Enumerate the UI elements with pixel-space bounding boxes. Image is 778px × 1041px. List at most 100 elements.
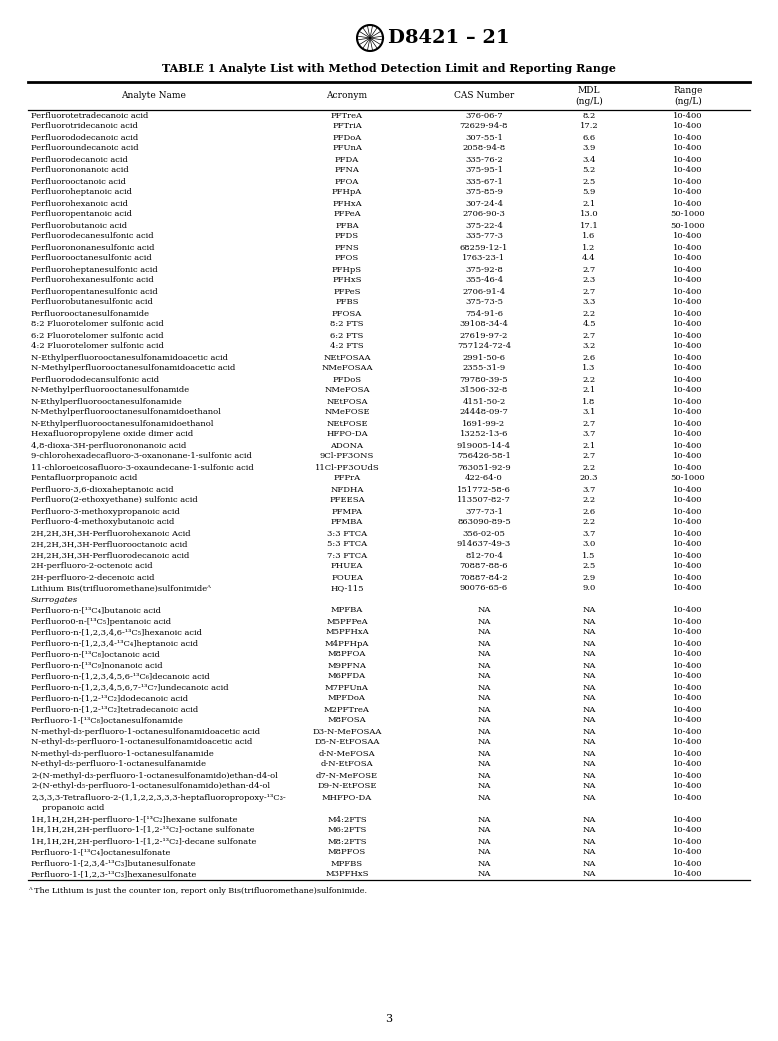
Text: 70887-84-2: 70887-84-2 (460, 574, 508, 582)
Text: NA: NA (582, 783, 596, 790)
Text: 1.5: 1.5 (582, 552, 596, 559)
Text: 11Cl-PF3OUdS: 11Cl-PF3OUdS (314, 463, 380, 472)
Text: 863090-89-5: 863090-89-5 (457, 518, 511, 527)
Text: 10-400: 10-400 (673, 617, 703, 626)
Text: PFNS: PFNS (335, 244, 359, 252)
Text: PFNA: PFNA (335, 167, 359, 175)
Text: M5PFHxA: M5PFHxA (325, 629, 369, 636)
Text: 10-400: 10-400 (673, 761, 703, 768)
Text: PFMBA: PFMBA (331, 518, 363, 527)
Text: 1H,1H,2H,2H-perfluoro-1-[1,2-¹³C₂]-decane sulfonate: 1H,1H,2H,2H-perfluoro-1-[1,2-¹³C₂]-decan… (31, 838, 257, 845)
Text: Perfluorohexanesulfonic acid: Perfluorohexanesulfonic acid (31, 277, 154, 284)
Text: 9Cl-PF3ONS: 9Cl-PF3ONS (320, 453, 374, 460)
Text: 1H,1H,2H,2H-perfluoro-1-[1,2-¹³C₂]-octane sulfonate: 1H,1H,2H,2H-perfluoro-1-[1,2-¹³C₂]-octan… (31, 827, 254, 835)
Text: 10-400: 10-400 (673, 309, 703, 318)
Text: PFUnA: PFUnA (332, 145, 362, 152)
Text: NA: NA (582, 651, 596, 659)
Text: 8.2: 8.2 (583, 111, 596, 120)
Text: 10-400: 10-400 (673, 155, 703, 163)
Text: 919005-14-4: 919005-14-4 (457, 441, 511, 450)
Text: PFBA: PFBA (335, 222, 359, 229)
Text: 1H,1H,2H,2H-perfluoro-1-[¹³C₂]hexane sulfonate: 1H,1H,2H,2H-perfluoro-1-[¹³C₂]hexane sul… (31, 815, 237, 823)
Text: 10-400: 10-400 (673, 453, 703, 460)
Text: NA: NA (478, 815, 491, 823)
Text: NA: NA (582, 761, 596, 768)
Text: D8421 – 21: D8421 – 21 (388, 29, 510, 47)
Text: N-Ethylperfluorooctanesulfonamidoethanol: N-Ethylperfluorooctanesulfonamidoethanol (31, 420, 215, 428)
Text: 10-400: 10-400 (673, 771, 703, 780)
Text: 377-73-1: 377-73-1 (465, 508, 503, 515)
Text: N-Methylperfluorooctanesulfonamide: N-Methylperfluorooctanesulfonamide (31, 386, 190, 395)
Text: M8:2FTS: M8:2FTS (328, 838, 366, 845)
Text: 10-400: 10-400 (673, 838, 703, 845)
Text: d-N-MeFOSA: d-N-MeFOSA (319, 750, 375, 758)
Text: NA: NA (582, 639, 596, 648)
Text: 50-1000: 50-1000 (671, 222, 706, 229)
Text: M6:2FTS: M6:2FTS (328, 827, 366, 835)
Text: 151772-58-6: 151772-58-6 (457, 485, 511, 493)
Text: 375-85-9: 375-85-9 (465, 188, 503, 197)
Text: 10-400: 10-400 (673, 254, 703, 262)
Text: Perfluorobutanoic acid: Perfluorobutanoic acid (31, 222, 127, 229)
Text: NA: NA (478, 716, 491, 725)
Text: N-Methylperfluorooctanesulfonamidoethanol: N-Methylperfluorooctanesulfonamidoethano… (31, 408, 222, 416)
Text: 914637-49-3: 914637-49-3 (457, 540, 511, 549)
Text: Perfluorotetradecanoic acid: Perfluorotetradecanoic acid (31, 111, 149, 120)
Text: MHFPO-DA: MHFPO-DA (322, 793, 372, 802)
Text: NA: NA (478, 607, 491, 614)
Text: 2.7: 2.7 (583, 453, 596, 460)
Text: NA: NA (582, 738, 596, 746)
Text: NA: NA (582, 827, 596, 835)
Text: 2.2: 2.2 (583, 518, 596, 527)
Text: 39108-34-4: 39108-34-4 (460, 321, 509, 329)
Text: 10-400: 10-400 (673, 639, 703, 648)
Text: ADONA: ADONA (331, 441, 363, 450)
Text: HQ-115: HQ-115 (330, 584, 364, 592)
Text: 10-400: 10-400 (673, 629, 703, 636)
Text: 10-400: 10-400 (673, 716, 703, 725)
Text: NA: NA (582, 815, 596, 823)
Text: Hexafluoropropylene oxide dimer acid: Hexafluoropropylene oxide dimer acid (31, 431, 193, 438)
Text: PFHpA: PFHpA (332, 188, 362, 197)
Text: NEtFOSE: NEtFOSE (326, 420, 368, 428)
Text: 10-400: 10-400 (673, 463, 703, 472)
Text: 10-400: 10-400 (673, 728, 703, 736)
Text: 50-1000: 50-1000 (671, 210, 706, 219)
Text: PFPeA: PFPeA (333, 210, 361, 219)
Text: 8:2 FTS: 8:2 FTS (330, 321, 364, 329)
Text: 376-06-7: 376-06-7 (465, 111, 503, 120)
Text: 1.3: 1.3 (582, 364, 596, 373)
Text: NA: NA (582, 684, 596, 691)
Text: Analyte Name: Analyte Name (121, 92, 185, 101)
Text: Perfluoro-n-[1,2-¹³C₂]tetradecanoic acid: Perfluoro-n-[1,2-¹³C₂]tetradecanoic acid (31, 706, 198, 713)
Text: 10-400: 10-400 (673, 133, 703, 142)
Text: 13.0: 13.0 (580, 210, 598, 219)
Text: 375-95-1: 375-95-1 (465, 167, 503, 175)
Text: 10-400: 10-400 (673, 376, 703, 383)
Text: NA: NA (478, 738, 491, 746)
Text: 2.1: 2.1 (583, 200, 596, 207)
Text: 2.9: 2.9 (583, 574, 596, 582)
Text: PFTreA: PFTreA (331, 111, 363, 120)
Text: 3:3 FTCA: 3:3 FTCA (327, 530, 367, 537)
Text: Perfluoro-1-[¹³C₄]octanesulfonate: Perfluoro-1-[¹³C₄]octanesulfonate (31, 848, 171, 857)
Text: 10-400: 10-400 (673, 848, 703, 857)
Text: 10-400: 10-400 (673, 441, 703, 450)
Text: d7-N-MeFOSE: d7-N-MeFOSE (316, 771, 378, 780)
Text: NA: NA (582, 793, 596, 802)
Text: 90076-65-6: 90076-65-6 (460, 584, 508, 592)
Text: D3-N-MeFOSAA: D3-N-MeFOSAA (312, 728, 382, 736)
Text: Perfluoro-n-[1,2,3,4,5,6,7-¹³C₇]undecanoic acid: Perfluoro-n-[1,2,3,4,5,6,7-¹³C₇]undecano… (31, 684, 229, 691)
Text: M8PFOS: M8PFOS (328, 848, 366, 857)
Text: 17.1: 17.1 (580, 222, 598, 229)
Text: 2355-31-9: 2355-31-9 (462, 364, 506, 373)
Text: 2H,2H,3H,3H-Perfluorooctanoic acid: 2H,2H,3H,3H-Perfluorooctanoic acid (31, 540, 187, 549)
Text: 10-400: 10-400 (673, 200, 703, 207)
Text: 335-76-2: 335-76-2 (465, 155, 503, 163)
Text: N-Ethylperfluorooctanesulfonamide: N-Ethylperfluorooctanesulfonamide (31, 398, 183, 406)
Text: PFPrA: PFPrA (334, 475, 360, 482)
Text: M9PFNA: M9PFNA (328, 661, 366, 669)
Text: 2706-90-3: 2706-90-3 (463, 210, 506, 219)
Text: 27619-97-2: 27619-97-2 (460, 331, 508, 339)
Text: 2.7: 2.7 (583, 331, 596, 339)
